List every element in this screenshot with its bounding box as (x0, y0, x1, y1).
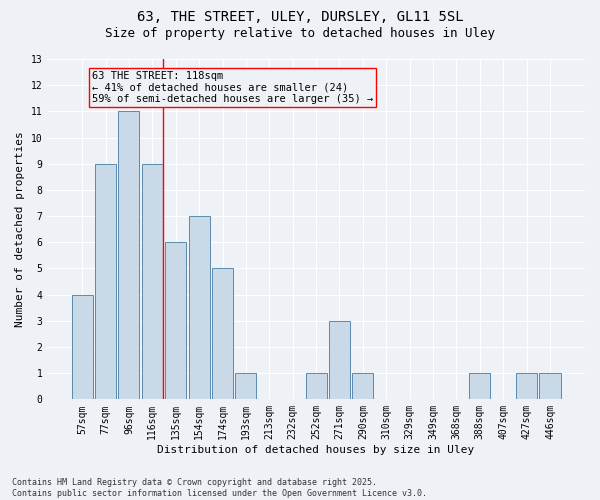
Bar (305, 373, 326, 400)
Bar (235, 373, 256, 400)
Bar (352, 373, 373, 400)
Bar (118, 112, 139, 400)
Bar (212, 268, 233, 400)
Bar (165, 242, 186, 400)
Text: 63, THE STREET, ULEY, DURSLEY, GL11 5SL: 63, THE STREET, ULEY, DURSLEY, GL11 5SL (137, 10, 463, 24)
Bar (469, 373, 490, 400)
Bar (95, 164, 116, 400)
Text: 63 THE STREET: 118sqm
← 41% of detached houses are smaller (24)
59% of semi-deta: 63 THE STREET: 118sqm ← 41% of detached … (92, 71, 373, 104)
Bar (188, 216, 209, 400)
X-axis label: Distribution of detached houses by size in Uley: Distribution of detached houses by size … (157, 445, 475, 455)
Bar (329, 321, 350, 400)
Text: Size of property relative to detached houses in Uley: Size of property relative to detached ho… (105, 28, 495, 40)
Bar (539, 373, 560, 400)
Bar (516, 373, 537, 400)
Text: Contains HM Land Registry data © Crown copyright and database right 2025.
Contai: Contains HM Land Registry data © Crown c… (12, 478, 427, 498)
Y-axis label: Number of detached properties: Number of detached properties (15, 132, 25, 327)
Bar (142, 164, 163, 400)
Bar (71, 294, 92, 400)
